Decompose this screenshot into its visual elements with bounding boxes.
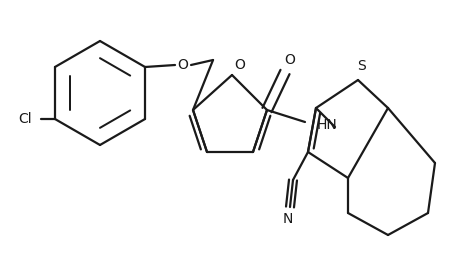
Text: HN: HN bbox=[317, 118, 338, 132]
Text: Cl: Cl bbox=[18, 112, 32, 126]
Text: O: O bbox=[235, 58, 245, 72]
Text: O: O bbox=[178, 58, 188, 72]
Text: S: S bbox=[357, 59, 365, 73]
Text: N: N bbox=[283, 212, 293, 226]
Text: O: O bbox=[284, 53, 296, 67]
